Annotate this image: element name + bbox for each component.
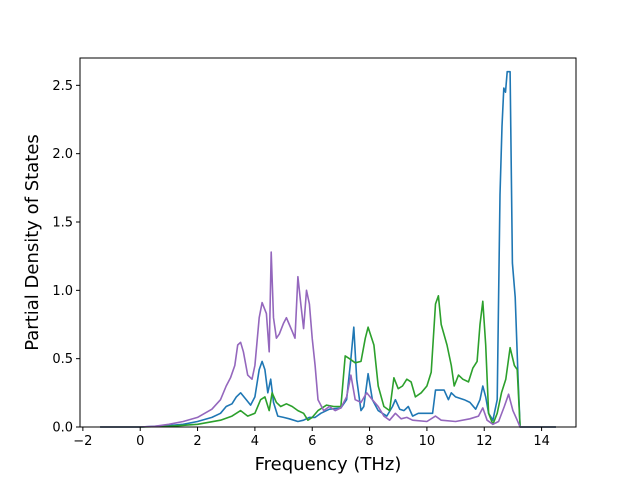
x-tick-label: 4 — [251, 434, 259, 449]
series-line-1 — [100, 70, 556, 428]
x-tick-label: 8 — [365, 434, 373, 449]
series-line-3 — [100, 251, 556, 428]
y-tick-label: 0.5 — [52, 352, 73, 367]
y-axis-label: Partial Density of States — [22, 134, 43, 351]
y-tick-label: 1.5 — [52, 216, 73, 231]
y-tick-label: 2.5 — [52, 79, 73, 94]
plot-frame — [79, 57, 577, 428]
series-line-2 — [100, 294, 556, 428]
y-tick-label: 2.0 — [52, 147, 73, 162]
x-tick-label: 0 — [136, 434, 144, 449]
x-axis: −2 0 2 4 6 8 10 12 14 — [73, 427, 550, 449]
x-axis-label: Frequency (THz) — [255, 454, 402, 475]
x-tick-label: 6 — [308, 434, 316, 449]
x-tick-label: 14 — [533, 434, 550, 449]
y-tick-label: 1.0 — [52, 284, 73, 299]
x-tick-label: 12 — [476, 434, 493, 449]
x-tick-label: 10 — [419, 434, 436, 449]
x-tick-label: −2 — [73, 434, 92, 449]
y-tick-label: 0.0 — [52, 421, 73, 436]
x-tick-label: 2 — [193, 434, 201, 449]
plot-lines — [100, 70, 556, 428]
y-axis: 0.0 0.5 1.0 1.5 2.0 2.5 — [52, 79, 80, 436]
